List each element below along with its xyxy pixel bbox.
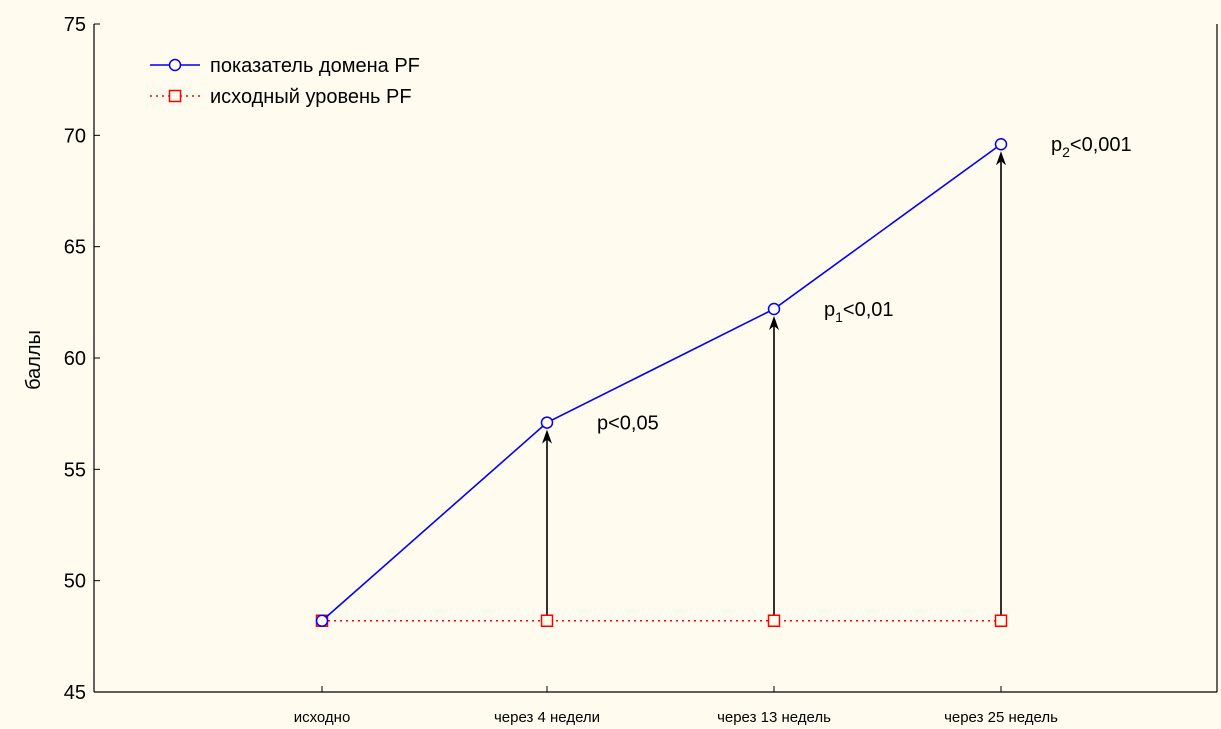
p-value-annotation: p1<0,01 — [824, 299, 894, 325]
p-value-annotation: p<0,05 — [597, 413, 659, 435]
x-axis: исходно через 4 недели через 13 недель чере… — [294, 686, 1058, 726]
significance-arrow-head — [769, 316, 779, 331]
data-point — [767, 614, 781, 627]
legend: показатель домена PF исходный уровень PF — [150, 55, 420, 108]
series-layer — [315, 137, 1008, 627]
x-tick-label: через 4 недели — [494, 709, 600, 726]
legend-label: показатель домена PF — [210, 55, 420, 77]
data-point — [994, 137, 1008, 151]
legend-label: исходный уровень PF — [210, 86, 412, 108]
x-tick-label: через 25 недель — [944, 709, 1058, 726]
data-point — [994, 614, 1008, 627]
x-tick-label: через 13 недель — [717, 709, 831, 726]
legend-marker — [168, 89, 182, 103]
y-axis: 45 50 55 60 65 70 75 — [64, 14, 100, 704]
y-tick-label: 55 — [64, 459, 86, 481]
data-point — [540, 614, 554, 627]
significance-arrows — [542, 151, 1006, 615]
legend-marker — [168, 58, 182, 72]
y-tick-label: 60 — [64, 348, 86, 370]
y-tick-label: 65 — [64, 237, 86, 259]
x-tick-label: исходно — [294, 709, 351, 726]
y-tick-label: 50 — [64, 571, 86, 593]
data-point — [767, 302, 781, 316]
plot-frame — [93, 24, 1218, 693]
y-axis-title: баллы — [23, 330, 45, 390]
data-point — [315, 614, 329, 627]
y-tick-label: 75 — [64, 14, 86, 36]
annotations: p<0,05 p1<0,01 p2<0,001 — [597, 134, 1132, 434]
y-tick-label: 70 — [64, 125, 86, 147]
series-line — [321, 143, 1002, 622]
significance-arrow-head — [996, 151, 1006, 166]
data-point — [540, 416, 554, 429]
significance-arrow-head — [542, 429, 552, 444]
y-tick-label: 45 — [64, 682, 86, 704]
p-value-annotation: p2<0,001 — [1051, 134, 1132, 160]
